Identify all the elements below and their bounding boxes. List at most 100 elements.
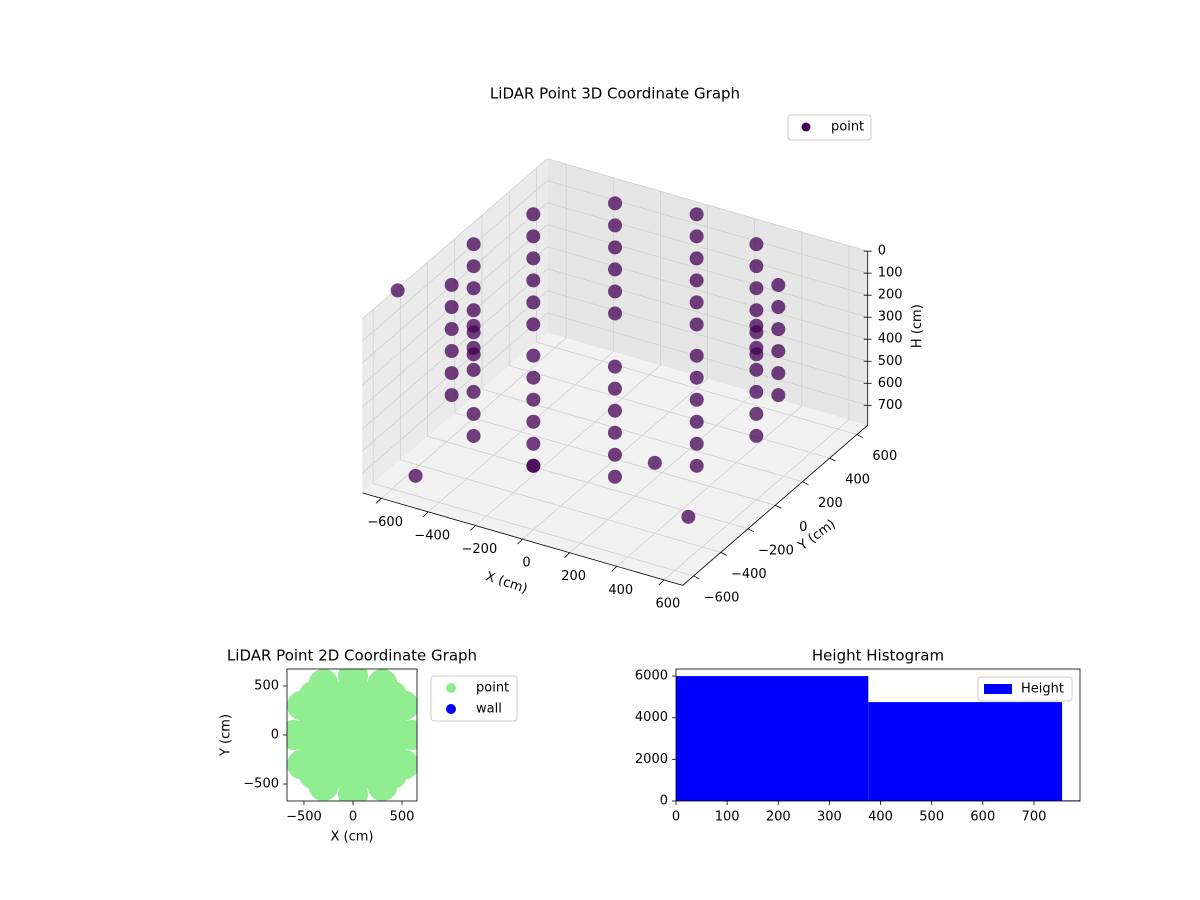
tick-mark <box>693 575 700 580</box>
y-tick-label: 4000 <box>635 710 668 725</box>
x-tick-label: −600 <box>367 515 403 530</box>
legend-box <box>787 114 872 141</box>
point <box>608 196 623 211</box>
grid-line <box>547 246 868 340</box>
point <box>608 218 623 233</box>
tick-mark <box>720 552 727 556</box>
point <box>689 348 704 363</box>
point <box>749 281 764 296</box>
grid-line <box>400 459 721 553</box>
x-tick-label: 300 <box>817 810 842 825</box>
x-axis-label: X (cm) <box>331 830 374 845</box>
y-tick-label: 6000 <box>635 669 668 684</box>
point <box>466 259 481 274</box>
point <box>608 306 623 321</box>
y-axis-label: Y (cm) <box>219 714 234 757</box>
point <box>771 388 786 403</box>
x-tick-label: 100 <box>715 810 740 825</box>
tick-mark <box>564 552 570 558</box>
point <box>771 322 786 337</box>
point <box>526 392 541 407</box>
point <box>526 458 541 473</box>
point <box>388 749 417 780</box>
chart-title: LiDAR Point 2D Coordinate Graph <box>227 647 477 665</box>
point <box>749 406 764 421</box>
z-tick-label: 500 <box>878 354 903 369</box>
point <box>749 384 764 399</box>
x-tick-label: 600 <box>970 810 995 825</box>
point <box>526 317 541 332</box>
grid-line <box>547 268 868 362</box>
chart-histogram: 0 100 200 300 400 500 600 700 0 2000 4000 6000 Heigh… <box>635 647 1081 825</box>
point <box>466 303 481 318</box>
tick-mark <box>775 504 782 509</box>
point <box>689 251 704 266</box>
point <box>526 295 541 310</box>
y-tick-label: −500 <box>243 777 279 792</box>
point <box>749 259 764 274</box>
tick-mark <box>611 566 618 572</box>
legend-label: point <box>476 681 509 696</box>
y-tick-label: −600 <box>704 590 740 605</box>
point <box>749 362 764 377</box>
legend-label: wall <box>476 702 502 717</box>
x-tick-label: −400 <box>414 528 450 543</box>
point <box>647 455 662 470</box>
grid-line <box>547 224 868 318</box>
grid-line <box>547 158 868 252</box>
point <box>308 669 339 700</box>
legend-label: point <box>831 120 864 135</box>
point <box>607 359 622 374</box>
point <box>771 278 786 293</box>
z-tick-label: 700 <box>878 398 903 413</box>
axes-frame <box>675 668 1081 802</box>
point <box>689 414 704 429</box>
point <box>689 273 704 288</box>
point <box>444 366 459 381</box>
point <box>287 749 317 780</box>
z-tick-label: 200 <box>878 288 903 303</box>
point <box>444 322 459 337</box>
bar <box>676 676 869 801</box>
x-tick-label: −500 <box>286 810 322 825</box>
point <box>607 381 622 396</box>
z-tick-label: 100 <box>878 266 903 281</box>
point <box>607 447 622 462</box>
point <box>526 273 541 288</box>
y-tick-label: 400 <box>845 473 870 488</box>
x-tick-label: 0 <box>349 810 357 825</box>
point <box>607 425 622 440</box>
point <box>689 229 704 244</box>
point <box>749 347 764 362</box>
y-tick-label: 500 <box>254 678 279 693</box>
point <box>749 325 764 340</box>
y-tick-label: −200 <box>758 543 794 558</box>
point <box>607 403 622 418</box>
point <box>749 428 764 443</box>
plot-area <box>287 669 417 801</box>
chart-title: Height Histogram <box>812 647 944 665</box>
x-tick-label: 400 <box>868 810 893 825</box>
chart-2d: −500 0 500 −500 0 500 X (cm) Y (cm) LiDAR Point … <box>219 647 518 845</box>
tick-mark <box>375 498 382 504</box>
y-tick-label: 0 <box>799 520 807 535</box>
z-tick-label: 400 <box>878 332 903 347</box>
point <box>466 325 481 340</box>
tick-mark <box>856 434 864 438</box>
point <box>608 262 623 277</box>
tick-mark <box>517 538 523 545</box>
point <box>308 770 339 801</box>
tick-mark <box>802 481 809 486</box>
legend-marker <box>801 122 811 132</box>
tick-mark <box>829 457 836 462</box>
point <box>749 303 764 318</box>
z-tick-label: 600 <box>878 376 903 391</box>
x-tick-label: 0 <box>672 810 680 825</box>
chart-title: LiDAR Point 3D Coordinate Graph <box>490 85 740 103</box>
point <box>681 509 696 524</box>
x-tick-label: 500 <box>390 810 415 825</box>
point <box>367 669 398 700</box>
y-axis-line <box>682 424 868 586</box>
